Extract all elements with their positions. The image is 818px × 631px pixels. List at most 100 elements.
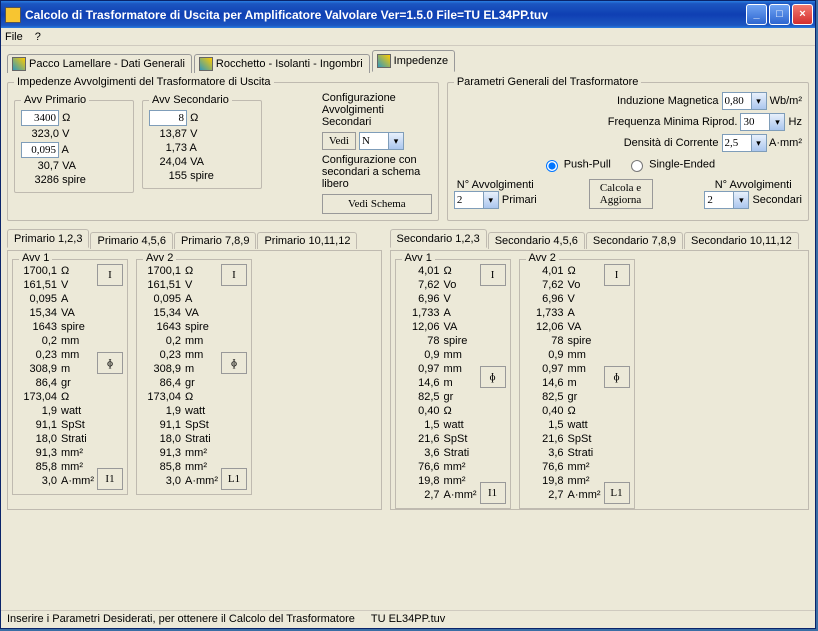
avv-secondario-legend: Avv Secondario (149, 94, 232, 106)
phi-button[interactable]: ɸ (221, 352, 247, 374)
unit: watt (444, 418, 476, 432)
value: 0,23 (17, 348, 57, 362)
avv-group: Avv 21700,1161,510,09515,3416430,20,2330… (136, 259, 252, 495)
chevron-down-icon[interactable]: ▾ (483, 192, 498, 208)
maximize-button[interactable]: □ (769, 4, 790, 25)
navvs-input[interactable] (705, 192, 733, 208)
value: 0,40 (400, 404, 440, 418)
menubar: File ? (1, 28, 815, 46)
tab-impedenze[interactable]: Impedenze (372, 50, 455, 72)
close-button[interactable]: × (792, 4, 813, 25)
chevron-down-icon[interactable]: ▾ (388, 133, 403, 149)
unit: Strati (61, 432, 93, 446)
value: 1,733 (524, 306, 564, 320)
chevron-down-icon[interactable]: ▾ (769, 114, 784, 130)
phi-button[interactable]: ɸ (97, 352, 123, 374)
phi-button[interactable]: ɸ (604, 366, 630, 388)
unit: VA (61, 306, 93, 320)
freq-combo[interactable]: ▾ (740, 113, 785, 131)
value: 7,62 (400, 278, 440, 292)
unit: mm² (568, 460, 600, 474)
tab-pacco[interactable]: Pacco Lamellare - Dati Generali (7, 54, 192, 73)
phi-button[interactable]: ɸ (480, 366, 506, 388)
i-button[interactable]: I (221, 264, 247, 286)
primtab-2[interactable]: Primario 4,5,6 (90, 232, 172, 249)
value: 82,5 (400, 390, 440, 404)
value: 18,0 (141, 432, 181, 446)
value: 1,5 (400, 418, 440, 432)
menu-help[interactable]: ? (35, 29, 41, 44)
id-button[interactable]: I1 (480, 482, 506, 504)
value: 2,7 (524, 488, 564, 502)
value: 1,9 (141, 404, 181, 418)
n-combo[interactable]: ▾ (359, 132, 404, 150)
prim-v: 323,0 (21, 128, 59, 140)
value: 7,62 (524, 278, 564, 292)
sec-va: 24,04 (149, 156, 187, 168)
id-button[interactable]: I1 (97, 468, 123, 490)
client-area: Pacco Lamellare - Dati Generali Rocchett… (1, 46, 815, 610)
navvp-input[interactable] (455, 192, 483, 208)
sectab-3[interactable]: Secondario 7,8,9 (586, 232, 683, 249)
id-button[interactable]: L1 (604, 482, 630, 504)
unit: A (568, 306, 600, 320)
unit: watt (185, 404, 217, 418)
vedi-button[interactable]: Vedi (322, 132, 356, 150)
unit: m (185, 362, 217, 376)
unit: mm² (185, 460, 217, 474)
n-input[interactable] (360, 133, 388, 149)
induzione-input[interactable] (723, 93, 751, 109)
sec-spire: 155 (149, 170, 187, 182)
sectab-1[interactable]: Secondario 1,2,3 (390, 229, 487, 248)
calcola-button[interactable]: Calcola e Aggiorna (589, 179, 653, 209)
minimize-button[interactable]: _ (746, 4, 767, 25)
single-ended-radio[interactable] (631, 160, 643, 172)
freq-input[interactable] (741, 114, 769, 130)
pushpull-radio[interactable] (546, 160, 558, 172)
unit: A·mm² (444, 488, 476, 502)
id-button[interactable]: L1 (221, 468, 247, 490)
primtab-4[interactable]: Primario 10,11,12 (257, 232, 357, 249)
chevron-down-icon[interactable]: ▾ (733, 192, 748, 208)
induzione-combo[interactable]: ▾ (722, 92, 767, 110)
avv-primario-legend: Avv Primario (21, 94, 89, 106)
primtab-1[interactable]: Primario 1,2,3 (7, 229, 89, 248)
prim-ohm-input[interactable] (21, 110, 59, 126)
unit-a: A (189, 142, 196, 154)
unit: m (61, 362, 93, 376)
value: 2,7 (400, 488, 440, 502)
dens-input[interactable] (723, 135, 751, 151)
value: 14,6 (524, 376, 564, 390)
tab-rocchetto[interactable]: Rocchetto - Isolanti - Ingombri (194, 54, 370, 73)
navvp-combo[interactable]: ▾ (454, 191, 499, 209)
dens-combo[interactable]: ▾ (722, 134, 767, 152)
i-button[interactable]: I (480, 264, 506, 286)
unit: gr (444, 390, 476, 404)
unit: SpSt (185, 418, 217, 432)
config-title: Configurazione Avvolgimenti Secondari (322, 92, 432, 128)
config-note: Configurazione con secondari a schema li… (322, 154, 432, 190)
prim-a-input[interactable] (21, 142, 59, 158)
unit: watt (568, 418, 600, 432)
value: 0,095 (17, 292, 57, 306)
i-button[interactable]: I (604, 264, 630, 286)
vedi-schema-button[interactable]: Vedi Schema (322, 194, 432, 214)
sec-ohm-input[interactable] (149, 110, 187, 126)
value: 0,97 (400, 362, 440, 376)
unit: A (444, 306, 476, 320)
menu-file[interactable]: File (5, 29, 23, 44)
unit: V (444, 292, 476, 306)
freq-label: Frequenza Minima Riprod. (587, 116, 737, 128)
chevron-down-icon[interactable]: ▾ (751, 93, 766, 109)
avv-secondario-group: Avv Secondario Ω 13,87 V 1,73 A 24,04 VA… (142, 94, 262, 189)
value: 12,06 (524, 320, 564, 334)
value: 78 (524, 334, 564, 348)
sectab-2[interactable]: Secondario 4,5,6 (488, 232, 585, 249)
value: 12,06 (400, 320, 440, 334)
unit: mm (185, 334, 217, 348)
i-button[interactable]: I (97, 264, 123, 286)
chevron-down-icon[interactable]: ▾ (751, 135, 766, 151)
navvs-combo[interactable]: ▾ (704, 191, 749, 209)
sectab-4[interactable]: Secondario 10,11,12 (684, 232, 799, 249)
primtab-3[interactable]: Primario 7,8,9 (174, 232, 256, 249)
